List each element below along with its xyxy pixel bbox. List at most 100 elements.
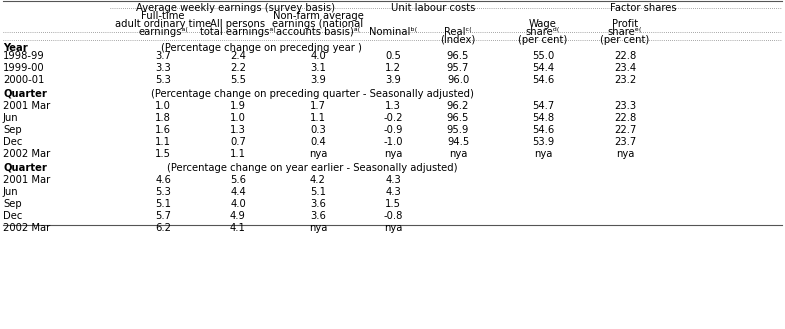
Text: 54.4: 54.4 xyxy=(532,63,554,73)
Text: 1998-99: 1998-99 xyxy=(3,51,45,61)
Text: 3.6: 3.6 xyxy=(310,199,326,209)
Text: Sep: Sep xyxy=(3,199,22,209)
Text: 22.8: 22.8 xyxy=(614,113,636,123)
Text: Full-time: Full-time xyxy=(141,11,184,21)
Text: 5.1: 5.1 xyxy=(155,199,171,209)
Text: Year: Year xyxy=(3,43,27,53)
Text: 5.7: 5.7 xyxy=(155,211,171,221)
Text: 96.5: 96.5 xyxy=(447,113,469,123)
Text: Sep: Sep xyxy=(3,125,22,135)
Text: -0.9: -0.9 xyxy=(383,125,403,135)
Text: 1.0: 1.0 xyxy=(155,101,171,111)
Text: 4.9: 4.9 xyxy=(230,211,246,221)
Text: 3.3: 3.3 xyxy=(155,63,171,73)
Text: 5.5: 5.5 xyxy=(230,75,246,85)
Text: 0.3: 0.3 xyxy=(310,125,326,135)
Text: All persons: All persons xyxy=(210,19,265,29)
Text: Jun: Jun xyxy=(3,187,19,197)
Text: Dec: Dec xyxy=(3,137,23,147)
Text: 3.9: 3.9 xyxy=(310,75,326,85)
Text: 54.6: 54.6 xyxy=(532,75,554,85)
Text: Quarter: Quarter xyxy=(3,163,47,173)
Text: 96.0: 96.0 xyxy=(447,75,469,85)
Text: nya: nya xyxy=(384,223,402,233)
Text: (Percentage change on preceding quarter - Seasonally adjusted): (Percentage change on preceding quarter … xyxy=(151,89,474,99)
Text: 1.3: 1.3 xyxy=(230,125,246,135)
Text: 95.9: 95.9 xyxy=(447,125,469,135)
Text: 1.2: 1.2 xyxy=(385,63,401,73)
Text: adult ordinary time: adult ordinary time xyxy=(115,19,211,29)
Text: 23.2: 23.2 xyxy=(614,75,636,85)
Text: Jun: Jun xyxy=(3,113,19,123)
Text: nya: nya xyxy=(449,149,467,159)
Text: 54.8: 54.8 xyxy=(532,113,554,123)
Text: 22.8: 22.8 xyxy=(614,51,636,61)
Text: 2002 Mar: 2002 Mar xyxy=(3,223,50,233)
Text: 2000-01: 2000-01 xyxy=(3,75,45,85)
Text: Quarter: Quarter xyxy=(3,89,47,99)
Text: 4.0: 4.0 xyxy=(310,51,326,61)
Text: 94.5: 94.5 xyxy=(447,137,469,147)
Text: Factor shares: Factor shares xyxy=(610,3,677,13)
Text: 3.6: 3.6 xyxy=(310,211,326,221)
Text: (Index): (Index) xyxy=(440,35,476,45)
Text: 2001 Mar: 2001 Mar xyxy=(3,175,50,185)
Text: 2.2: 2.2 xyxy=(230,63,246,73)
Text: 3.9: 3.9 xyxy=(385,75,401,85)
Text: nya: nya xyxy=(384,149,402,159)
Text: (per cent): (per cent) xyxy=(518,35,568,45)
Text: Unit labour costs: Unit labour costs xyxy=(391,3,476,13)
Text: 1.1: 1.1 xyxy=(230,149,246,159)
Text: Average weekly earnings (survey basis): Average weekly earnings (survey basis) xyxy=(137,3,335,13)
Text: nya: nya xyxy=(615,149,634,159)
Text: 54.6: 54.6 xyxy=(532,125,554,135)
Text: 3.1: 3.1 xyxy=(310,63,326,73)
Text: 2002 Mar: 2002 Mar xyxy=(3,149,50,159)
Text: 6.2: 6.2 xyxy=(155,223,171,233)
Text: accounts basis)ᵃ⁽: accounts basis)ᵃ⁽ xyxy=(276,27,360,37)
Text: nya: nya xyxy=(309,149,327,159)
Text: 4.6: 4.6 xyxy=(155,175,171,185)
Text: 1999-00: 1999-00 xyxy=(3,63,45,73)
Text: 2.4: 2.4 xyxy=(230,51,246,61)
Text: (Percentage change on year earlier - Seasonally adjusted): (Percentage change on year earlier - Sea… xyxy=(167,163,458,173)
Text: 0.7: 0.7 xyxy=(230,137,246,147)
Text: 1.6: 1.6 xyxy=(155,125,171,135)
Text: 2001 Mar: 2001 Mar xyxy=(3,101,50,111)
Text: 1.1: 1.1 xyxy=(155,137,171,147)
Text: -0.2: -0.2 xyxy=(383,113,403,123)
Text: 96.2: 96.2 xyxy=(447,101,469,111)
Text: 54.7: 54.7 xyxy=(532,101,554,111)
Text: 5.3: 5.3 xyxy=(155,187,171,197)
Text: Wage: Wage xyxy=(529,19,557,29)
Text: (per cent): (per cent) xyxy=(601,35,650,45)
Text: 5.1: 5.1 xyxy=(310,187,326,197)
Text: 95.7: 95.7 xyxy=(447,63,469,73)
Text: 3.7: 3.7 xyxy=(155,51,171,61)
Text: 1.3: 1.3 xyxy=(385,101,401,111)
Text: -0.8: -0.8 xyxy=(383,211,403,221)
Text: 1.7: 1.7 xyxy=(310,101,326,111)
Text: 4.1: 4.1 xyxy=(230,223,246,233)
Text: Non-farm average: Non-farm average xyxy=(272,11,363,21)
Text: nya: nya xyxy=(534,149,552,159)
Text: 4.3: 4.3 xyxy=(385,187,401,197)
Text: -1.0: -1.0 xyxy=(383,137,403,147)
Text: 22.7: 22.7 xyxy=(614,125,636,135)
Text: 23.7: 23.7 xyxy=(614,137,636,147)
Text: 0.5: 0.5 xyxy=(385,51,401,61)
Text: nya: nya xyxy=(309,223,327,233)
Text: 55.0: 55.0 xyxy=(532,51,554,61)
Text: 4.0: 4.0 xyxy=(230,199,246,209)
Text: 96.5: 96.5 xyxy=(447,51,469,61)
Text: 4.2: 4.2 xyxy=(310,175,326,185)
Text: 23.3: 23.3 xyxy=(614,101,636,111)
Text: 1.0: 1.0 xyxy=(230,113,246,123)
Text: earningsᵃ⁽: earningsᵃ⁽ xyxy=(138,27,188,37)
Text: 1.5: 1.5 xyxy=(155,149,171,159)
Text: 4.3: 4.3 xyxy=(385,175,401,185)
Text: earnings (national: earnings (national xyxy=(272,19,363,29)
Text: total earningsᵃ⁽: total earningsᵃ⁽ xyxy=(200,27,276,37)
Text: 5.6: 5.6 xyxy=(230,175,246,185)
Text: 0.4: 0.4 xyxy=(310,137,326,147)
